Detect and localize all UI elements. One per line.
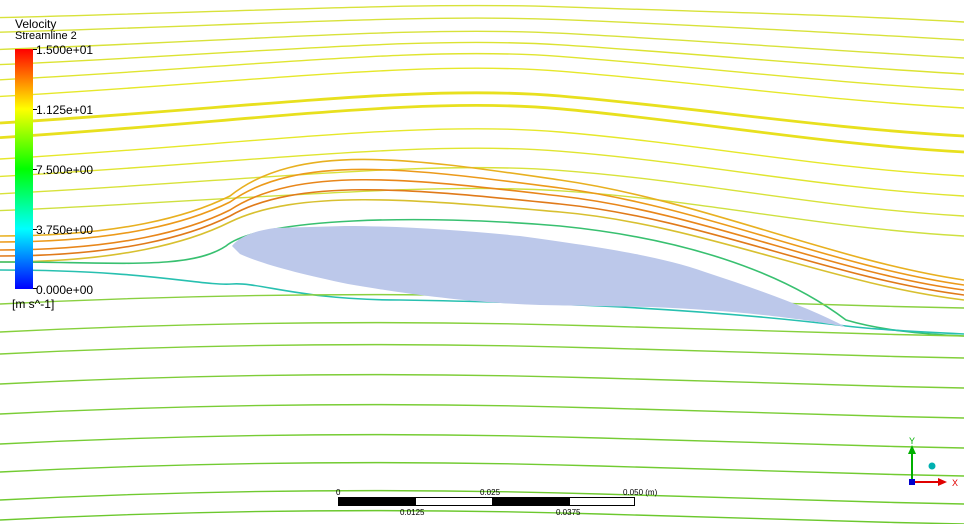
streamline: [0, 67, 964, 109]
streamline: [0, 4, 964, 23]
velocity-colorbar: [15, 49, 33, 289]
legend-tick: [33, 288, 37, 289]
streamline: [0, 91, 964, 138]
legend-tick: [33, 229, 37, 230]
scale-bar-segment: [569, 497, 635, 506]
streamline: [0, 166, 964, 217]
y-axis-label: Y: [909, 436, 916, 446]
legend-title: Velocity: [15, 17, 57, 31]
legend-label-q3: 1.125e+01: [36, 103, 94, 117]
legend-label-max: 1.500e+01: [36, 43, 94, 57]
streamline: [0, 52, 964, 91]
streamline: [0, 433, 964, 449]
legend-label-min: 0.000e+00: [36, 283, 94, 297]
legend-unit: [m s^-1]: [12, 297, 55, 311]
streamline: [0, 187, 964, 237]
streamline: [0, 321, 964, 337]
legend-tick: [33, 49, 37, 50]
streamline: [0, 103, 964, 154]
legend-subtitle: Streamline 2: [15, 30, 77, 42]
streamline: [0, 269, 964, 335]
airfoil-surface: [232, 226, 846, 327]
x-axis-label: X: [952, 478, 959, 488]
streamline: [0, 178, 964, 291]
streamline: [0, 403, 964, 419]
streamline: [0, 373, 964, 389]
streamline: [0, 489, 964, 505]
scale-bar-segment: [415, 497, 493, 506]
legend-tick: [33, 169, 37, 170]
z-axis-dot: [928, 462, 936, 470]
streamline: [0, 168, 964, 286]
axis-triad[interactable]: [900, 440, 950, 490]
streamline: [0, 218, 964, 337]
streamline: [0, 188, 964, 296]
streamline: [0, 128, 964, 177]
streamline: [0, 17, 964, 41]
legend-tick: [33, 109, 37, 110]
scale-label-00125: 0.0125: [400, 508, 425, 517]
scale-bar-segment: [338, 497, 416, 506]
triad-origin: [909, 479, 915, 485]
legend-label-q1: 3.750e+00: [36, 223, 94, 237]
scale-label-0025: 0.025: [480, 488, 501, 497]
streamline: [0, 509, 964, 524]
legend-label-mid: 7.500e+00: [36, 163, 94, 177]
streamline: [0, 343, 964, 359]
streamline: [0, 198, 964, 301]
scale-label-00375: 0.0375: [556, 508, 581, 517]
y-axis-arrowhead: [908, 445, 916, 454]
scale-label-0050: 0.050 (m): [623, 488, 658, 497]
scale-bar-segment: [492, 497, 570, 506]
streamline: [0, 147, 964, 197]
streamline: [0, 41, 964, 75]
streamline: [0, 158, 964, 281]
streamline: [0, 30, 964, 59]
scale-label-0: 0: [336, 488, 341, 497]
scale-bar: [338, 497, 635, 506]
streamline: [0, 461, 964, 477]
x-axis-arrowhead: [938, 478, 947, 486]
streamlines: [0, 4, 964, 524]
